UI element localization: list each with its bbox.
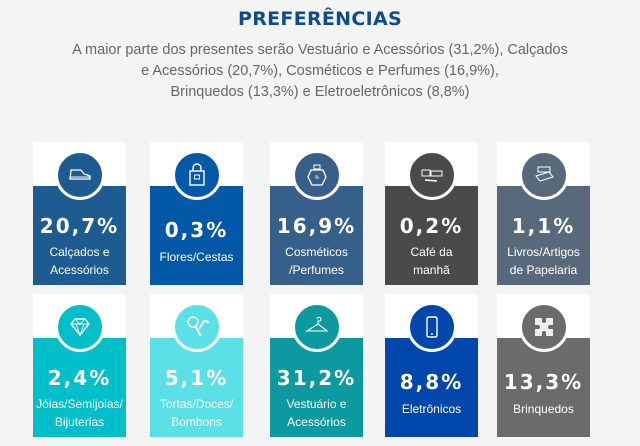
category-card: 2,4% Jóias/Semijoias/ Bijuterias <box>33 294 126 437</box>
hanger-icon <box>291 302 342 352</box>
card-percentage: 2,4% <box>47 366 112 390</box>
card-label-line: Eletrônicos <box>401 402 462 416</box>
intro-line: e Acessórios (20,7%), Cosméticos e Perfu… <box>141 63 499 79</box>
card-body: 16,9% Cosméticos /Perfumes <box>270 186 363 285</box>
card-label-line: Acessórios <box>50 263 109 277</box>
card-body: 0,3% Flores/Cestas <box>150 186 243 285</box>
card-label: Jóias/Semijoias/ Bijuterias <box>33 395 126 431</box>
card-label-line: Café da <box>410 245 453 259</box>
diamond-icon <box>54 302 105 352</box>
card-label-line: /Perfumes <box>289 263 344 277</box>
card-percentage: 1,1% <box>511 214 576 238</box>
category-card: 13,3% Brinquedos <box>497 294 590 437</box>
card-percentage: 5,1% <box>164 366 229 390</box>
card-percentage: 16,9% <box>276 214 357 238</box>
card-label-line: Bombons <box>171 415 222 429</box>
card-label-line: Calçados e <box>49 245 110 259</box>
card-percentage: 0,2% <box>399 214 464 238</box>
breakfast-icon <box>406 150 457 200</box>
card-percentage: 0,3% <box>164 218 229 242</box>
intro-line: A maior parte dos presentes serão Vestuá… <box>72 42 568 58</box>
card-label: Cosméticos /Perfumes <box>270 243 363 279</box>
card-label-line: Brinquedos <box>513 402 574 416</box>
card-label: Tortas/Doces/ Bombons <box>150 395 243 431</box>
card-body: 5,1% Tortas/Doces/ Bombons <box>150 338 243 437</box>
card-label-line: Cosméticos <box>285 245 348 259</box>
candy-icon <box>171 302 222 352</box>
category-card: 1,1% Livros/Artigos de Papelaria <box>497 142 590 285</box>
card-label-line: de Papelaria <box>509 263 578 277</box>
card-label-line: manhã <box>413 263 450 277</box>
card-label: Brinquedos <box>497 400 590 418</box>
card-label-line: Livros/Artigos <box>507 245 580 259</box>
card-label: Calçados e Acessórios <box>33 243 126 279</box>
gift-bag-icon <box>171 150 222 200</box>
card-percentage: 13,3% <box>503 370 584 394</box>
card-label: Flores/Cestas <box>150 248 243 266</box>
smartphone-icon <box>406 302 457 352</box>
category-card: 0,2% Café da manhã <box>385 142 478 285</box>
category-card: 5,1% Tortas/Doces/ Bombons <box>150 294 243 437</box>
card-body: 1,1% Livros/Artigos de Papelaria <box>497 186 590 285</box>
category-card: 8,8% Eletrônicos <box>385 294 478 437</box>
card-label-line: Flores/Cestas <box>159 250 234 264</box>
page-title: PREFERÊNCIAS <box>237 8 402 30</box>
puzzle-icon <box>518 302 569 352</box>
card-label-line: Bijuterias <box>54 415 105 429</box>
category-card: 16,9% Cosméticos /Perfumes % <box>270 142 363 285</box>
card-body: 13,3% Brinquedos <box>497 338 590 437</box>
card-percentage: 20,7% <box>39 214 120 238</box>
books-icon <box>518 150 569 200</box>
card-label-line: Acessórios <box>287 415 346 429</box>
svg-text:%: % <box>314 175 319 181</box>
card-label-line: Jóias/Semijoias/ <box>36 397 123 411</box>
card-label-line: Vestuário e <box>286 397 347 411</box>
card-body: 20,7% Calçados e Acessórios <box>33 186 126 285</box>
intro-line: Brinquedos (13,3%) e Eletroeletrônicos (… <box>170 84 470 100</box>
category-card: 20,7% Calçados e Acessórios <box>33 142 126 285</box>
card-body: 31,2% Vestuário e Acessórios <box>270 338 363 437</box>
card-label: Café da manhã <box>385 243 478 279</box>
card-body: 0,2% Café da manhã <box>385 186 478 285</box>
intro-text: A maior parte dos presentes serão Vestuá… <box>20 40 620 103</box>
card-label-line: Tortas/Doces/ <box>159 397 234 411</box>
card-body: 8,8% Eletrônicos <box>385 338 478 437</box>
shoe-icon <box>54 150 105 200</box>
perfume-icon: % <box>291 150 342 200</box>
card-percentage: 31,2% <box>276 366 357 390</box>
category-card: 31,2% Vestuário e Acessórios <box>270 294 363 437</box>
category-card: 0,3% Flores/Cestas <box>150 142 243 285</box>
card-label: Livros/Artigos de Papelaria <box>497 243 590 279</box>
card-label: Vestuário e Acessórios <box>270 395 363 431</box>
card-percentage: 8,8% <box>399 370 464 394</box>
card-body: 2,4% Jóias/Semijoias/ Bijuterias <box>33 338 126 437</box>
card-label: Eletrônicos <box>385 400 478 418</box>
